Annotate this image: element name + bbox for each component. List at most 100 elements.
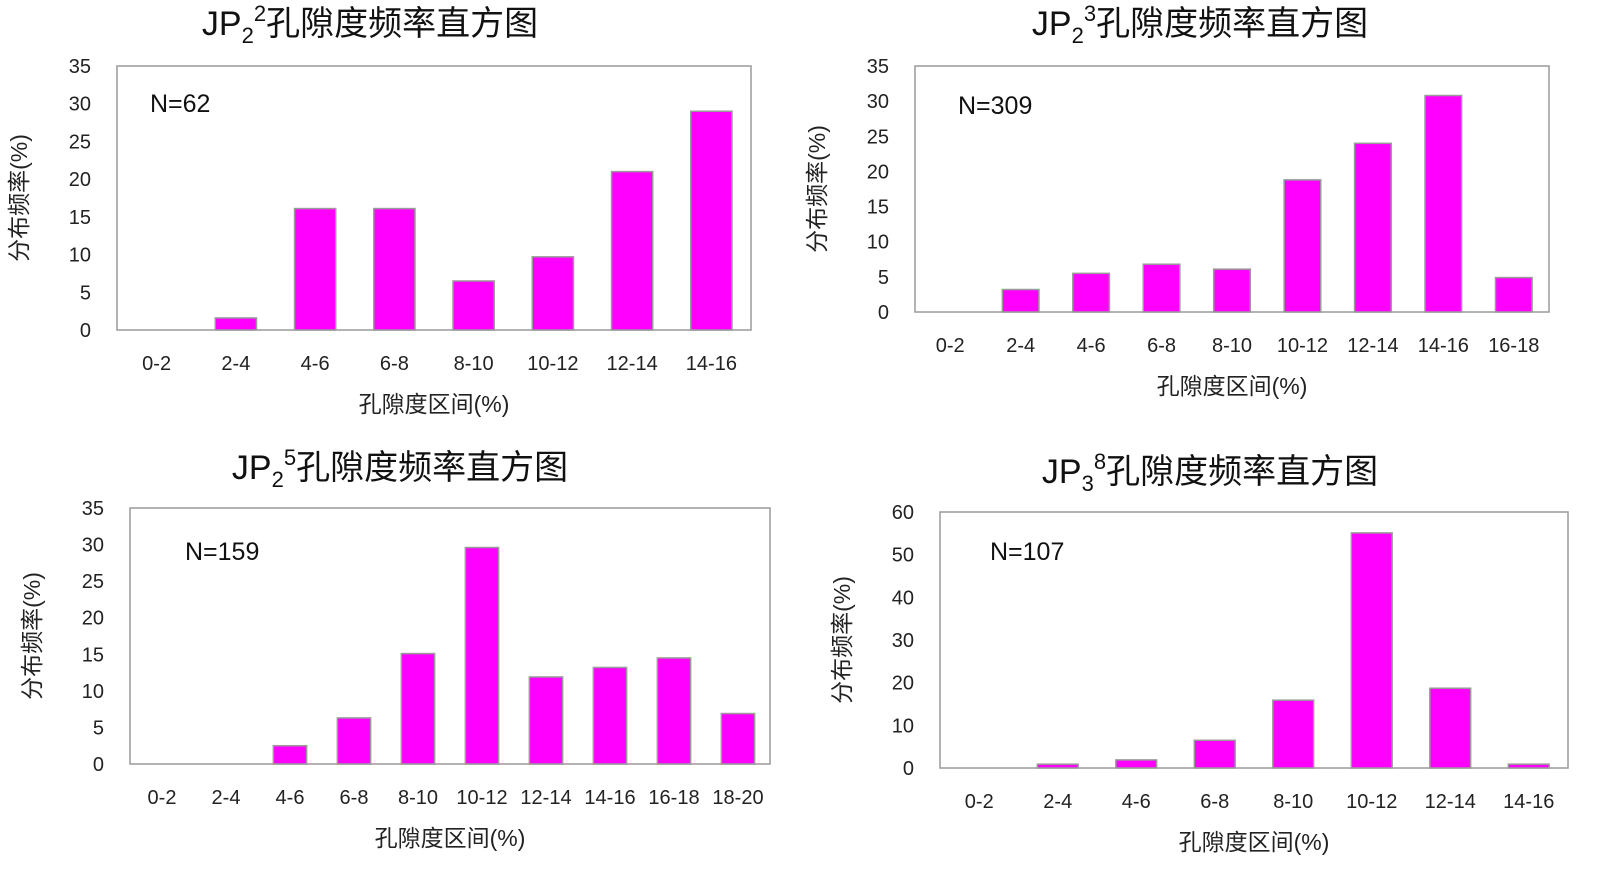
x-tick-label: 4-6 <box>1077 335 1106 357</box>
chart-panel-jp2-2: JP22孔隙度频率直方图 0 5 10 15 20 25 30 35 0-2 2-4 4-6 6-8 8… <box>0 0 800 436</box>
bar <box>528 676 564 765</box>
chart-plot-jp2-3: 0 5 10 15 20 25 30 35 0-2 2-4 4-6 6-8 8-10 10-12 12-14… <box>804 56 1550 399</box>
x-tick-label: 4-6 <box>1122 791 1151 813</box>
title-suffix: 孔隙度频率直方图 <box>296 449 569 487</box>
x-axis-label: 孔隙度区间(%) <box>1157 373 1308 399</box>
chart-title: JP38孔隙度频率直方图 <box>820 444 1600 497</box>
y-tick-label: 10 <box>867 232 889 254</box>
x-tick-label: 2-4 <box>1043 791 1072 813</box>
x-tick-label: 18-20 <box>712 787 763 809</box>
bar <box>293 207 337 331</box>
x-tick-label: 8-10 <box>454 353 494 375</box>
title-superscript: 8 <box>1093 449 1107 474</box>
y-tick-label: 5 <box>80 282 91 304</box>
y-tick-label: 20 <box>867 161 889 183</box>
y-tick-label: 10 <box>82 681 104 703</box>
y-axis-label: 分布频率(%) <box>804 125 830 253</box>
x-tick-label: 0-2 <box>142 353 171 375</box>
y-axis-label: 分布频率(%) <box>6 134 32 262</box>
bar <box>1193 739 1236 769</box>
y-tick-label: 60 <box>892 502 914 524</box>
bar <box>610 170 654 331</box>
y-axis-label: 分布频率(%) <box>19 572 45 700</box>
x-tick-label: 2-4 <box>221 353 250 375</box>
x-tick-label: 6-8 <box>340 787 369 809</box>
x-tick-label: 14-16 <box>584 787 635 809</box>
title-suffix: 孔隙度频率直方图 <box>266 5 539 43</box>
title-subscript: 2 <box>1071 23 1084 48</box>
title-main: JP <box>231 449 272 487</box>
title-main: JP <box>201 5 242 43</box>
title-subscript: 2 <box>271 467 284 492</box>
plot-area-border <box>129 507 771 765</box>
y-tick-label: 0 <box>93 754 104 776</box>
chart-title: JP25孔隙度频率直方图 <box>0 440 800 493</box>
chart-title: JP23孔隙度频率直方图 <box>800 0 1600 49</box>
y-tick-label: 5 <box>878 267 889 289</box>
title-suffix: 孔隙度频率直方图 <box>1106 453 1379 491</box>
chart-panel-jp3-8: JP38孔隙度频率直方图 0 10 20 30 40 50 60 0-2 2-4 4-6 6-8 8-… <box>800 436 1600 873</box>
y-tick-label: 30 <box>69 94 91 116</box>
x-tick-label: 4-6 <box>301 353 330 375</box>
x-tick-label: 2-4 <box>1006 335 1035 357</box>
bar <box>1283 179 1322 313</box>
plot-area-border <box>939 511 1569 769</box>
bar <box>1424 94 1463 313</box>
sample-count-label: N=107 <box>990 538 1064 566</box>
title-main: JP <box>1031 5 1072 43</box>
bar <box>1115 759 1158 769</box>
y-tick-label: 35 <box>82 498 104 520</box>
x-tick-label: 8-10 <box>1212 335 1252 357</box>
bar <box>1494 276 1533 313</box>
x-tick-label: 12-14 <box>1425 791 1476 813</box>
bar <box>464 546 500 765</box>
bar <box>1429 687 1472 769</box>
y-tick-label: 25 <box>69 131 91 153</box>
sample-count-label: N=309 <box>958 92 1032 120</box>
y-tick-label: 0 <box>878 302 889 324</box>
title-suffix: 孔隙度频率直方图 <box>1096 5 1369 43</box>
title-main: JP <box>1041 453 1082 491</box>
bar <box>1072 272 1111 313</box>
y-tick-label: 30 <box>82 535 104 557</box>
x-tick-label: 6-8 <box>1147 335 1176 357</box>
y-tick-label: 20 <box>69 169 91 191</box>
plot-area-border <box>116 65 752 331</box>
y-tick-label: 15 <box>69 207 91 229</box>
title-subscript: 3 <box>1081 471 1094 496</box>
x-tick-label: 0-2 <box>965 791 994 813</box>
x-tick-label: 0-2 <box>148 787 177 809</box>
bar <box>1212 268 1252 313</box>
y-tick-label: 20 <box>892 673 914 695</box>
x-tick-label: 10-12 <box>1277 335 1328 357</box>
sample-count-label: N=62 <box>150 90 210 118</box>
x-tick-label: 16-18 <box>648 787 699 809</box>
bar <box>1001 288 1040 313</box>
y-tick-label: 25 <box>867 126 889 148</box>
y-tick-label: 20 <box>82 608 104 630</box>
x-tick-label: 12-14 <box>1347 335 1398 357</box>
bar <box>1507 763 1550 769</box>
x-tick-label: 16-18 <box>1488 335 1539 357</box>
x-axis-label: 孔隙度区间(%) <box>1179 829 1330 855</box>
x-tick-label: 12-14 <box>520 787 571 809</box>
x-tick-label: 10-12 <box>1346 791 1397 813</box>
bar <box>656 657 692 765</box>
x-axis-label: 孔隙度区间(%) <box>359 391 510 417</box>
x-tick-label: 6-8 <box>380 353 409 375</box>
y-tick-label: 35 <box>867 56 889 78</box>
y-tick-label: 15 <box>867 197 889 219</box>
bar <box>1353 142 1392 313</box>
x-axis-label: 孔隙度区间(%) <box>375 825 526 851</box>
x-tick-label: 14-16 <box>1503 791 1554 813</box>
x-tick-label: 6-8 <box>1200 791 1229 813</box>
y-tick-label: 10 <box>892 715 914 737</box>
chart-plot-jp2-5: 0 5 10 15 20 25 30 35 0-2 2-4 4-6 6-8 8-10 10-12 12-14… <box>19 498 771 851</box>
bar <box>214 317 258 331</box>
chart-plot-jp3-8: 0 10 20 30 40 50 60 0-2 2-4 4-6 6-8 8-10 10-12 12-14 1… <box>829 502 1569 855</box>
chart-panel-jp2-5: JP25孔隙度频率直方图 0 5 10 15 20 25 30 35 0-2 2-4 4-6 6-8 8… <box>0 436 800 873</box>
bar <box>1142 263 1181 313</box>
bar <box>1036 763 1079 769</box>
bar <box>1272 699 1315 769</box>
y-tick-label: 40 <box>892 587 914 609</box>
